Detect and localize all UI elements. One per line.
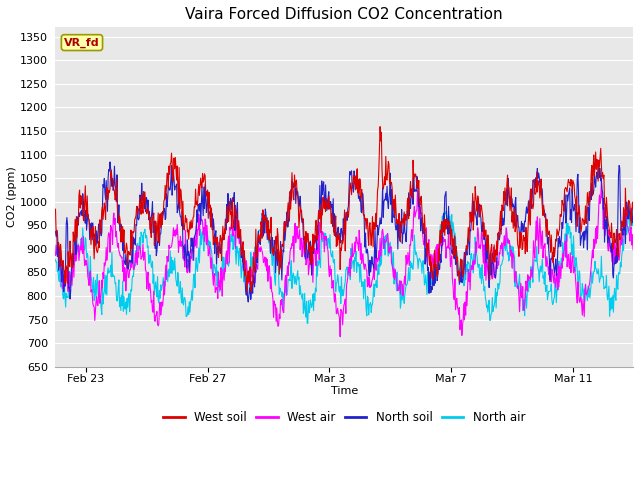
Title: Vaira Forced Diffusion CO2 Concentration: Vaira Forced Diffusion CO2 Concentration <box>186 7 503 22</box>
Legend: West soil, West air, North soil, North air: West soil, West air, North soil, North a… <box>159 406 530 429</box>
Y-axis label: CO2 (ppm): CO2 (ppm) <box>7 167 17 228</box>
Text: VR_fd: VR_fd <box>64 37 100 48</box>
X-axis label: Time: Time <box>331 385 358 396</box>
